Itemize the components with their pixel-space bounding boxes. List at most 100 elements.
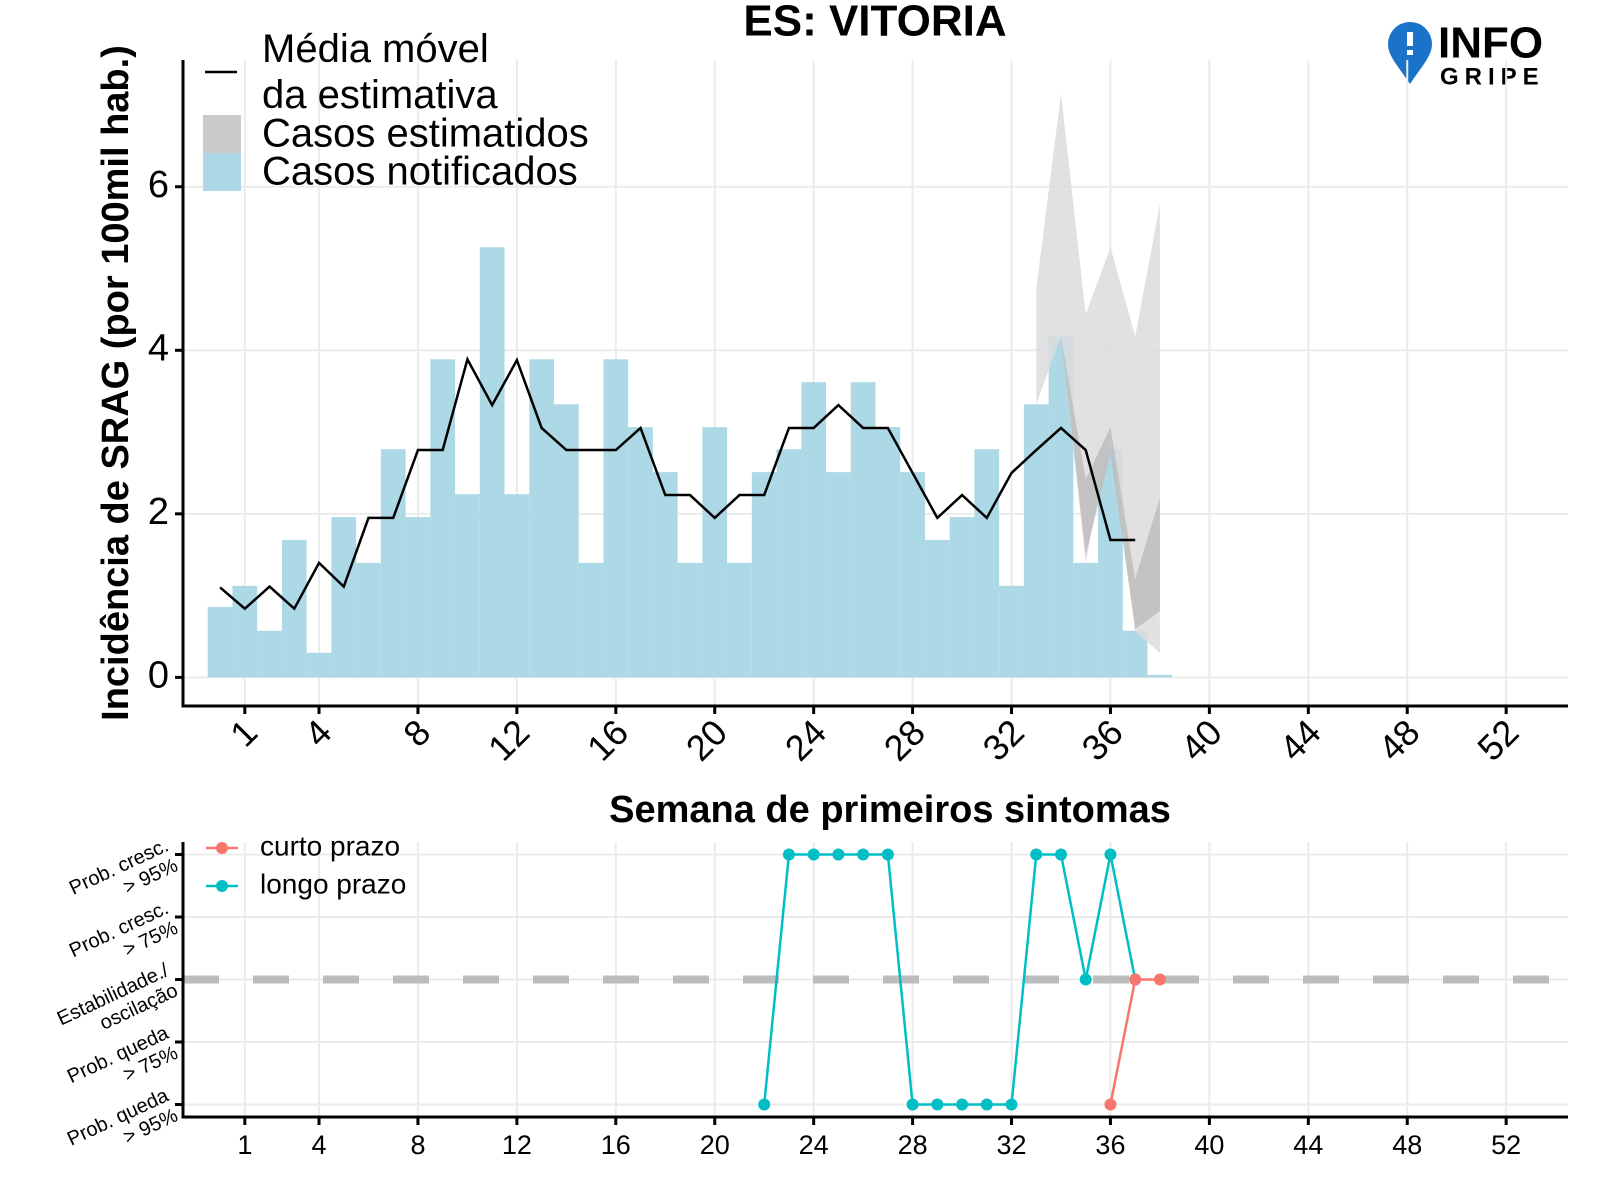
bar bbox=[306, 652, 332, 678]
chart-title: ES: VITORIA bbox=[743, 0, 1006, 46]
x-tick-label: 16 bbox=[579, 711, 636, 768]
bar bbox=[455, 494, 480, 678]
x-tick-label: 8 bbox=[395, 711, 438, 754]
point bbox=[931, 1098, 944, 1111]
x-tick-label: 24 bbox=[777, 711, 834, 768]
bar bbox=[751, 472, 777, 678]
x-tick-label: 24 bbox=[799, 1130, 829, 1160]
x-tick-label: 1 bbox=[237, 1130, 252, 1160]
bar bbox=[826, 472, 851, 678]
x-tick-label: 44 bbox=[1271, 711, 1328, 768]
x-tick-label: 48 bbox=[1392, 1130, 1422, 1160]
bar bbox=[974, 449, 1000, 678]
point bbox=[832, 848, 845, 861]
x-tick-label: 4 bbox=[312, 1130, 327, 1160]
x-tick-label: 28 bbox=[898, 1130, 928, 1160]
x-tick-label: 12 bbox=[502, 1130, 532, 1160]
bar bbox=[900, 472, 925, 678]
x-tick-label: 12 bbox=[480, 711, 537, 768]
bar bbox=[257, 630, 282, 678]
x-tick-label: 20 bbox=[678, 711, 735, 768]
logo-text: GRIPE bbox=[1440, 63, 1545, 90]
logo-text: INFO bbox=[1438, 19, 1543, 68]
line bbox=[219, 355, 1136, 611]
bar bbox=[652, 472, 678, 678]
bar bbox=[405, 517, 431, 678]
x-tick-label: 4 bbox=[296, 711, 339, 754]
bar bbox=[776, 449, 802, 678]
bar bbox=[850, 382, 876, 678]
bar bbox=[677, 562, 703, 678]
bar bbox=[702, 427, 728, 678]
legend-label: longo prazo bbox=[260, 868, 406, 899]
bar bbox=[380, 449, 406, 678]
y-tick-label: 0 bbox=[148, 654, 169, 696]
point bbox=[782, 848, 795, 861]
bar bbox=[1023, 404, 1049, 678]
logo: INFO GRIPE bbox=[1388, 19, 1545, 90]
bar bbox=[924, 540, 950, 678]
bar bbox=[356, 562, 381, 678]
bar bbox=[949, 517, 975, 678]
x-tick-label: 36 bbox=[1074, 711, 1131, 768]
bar bbox=[529, 359, 554, 678]
point bbox=[807, 848, 820, 861]
point bbox=[1129, 973, 1142, 986]
point bbox=[1030, 848, 1043, 861]
y-axis-label: Incidência de SRAG (por 100mil hab.) bbox=[95, 45, 137, 721]
x-tick-label: 36 bbox=[1095, 1130, 1125, 1160]
bar bbox=[603, 359, 629, 678]
point bbox=[1104, 1098, 1117, 1111]
legend-swatch bbox=[216, 880, 228, 892]
band-outer bbox=[1036, 93, 1160, 653]
y-tick-label: 4 bbox=[148, 327, 169, 369]
y-tick-label: 6 bbox=[148, 164, 169, 206]
x-tick-label: 48 bbox=[1370, 711, 1427, 768]
x-tick-label: 44 bbox=[1293, 1130, 1323, 1160]
bar bbox=[479, 247, 505, 678]
legend-swatch bbox=[203, 115, 241, 153]
point bbox=[881, 848, 894, 861]
bar bbox=[553, 404, 579, 678]
point bbox=[980, 1098, 993, 1111]
x-tick-label: 28 bbox=[876, 711, 933, 768]
legend-label: Média móvel da estimativa bbox=[262, 27, 498, 117]
bar bbox=[1147, 674, 1173, 678]
logo-mark bbox=[1407, 32, 1413, 46]
bar bbox=[875, 427, 901, 678]
bar bbox=[504, 494, 530, 678]
x-axis-label: Semana de primeiros sintomas bbox=[609, 789, 1171, 831]
point bbox=[857, 848, 870, 861]
bar bbox=[331, 517, 357, 678]
x-tick-label: 40 bbox=[1194, 1130, 1224, 1160]
legend-label: Casos estimatidos bbox=[262, 112, 589, 156]
x-tick-label: 40 bbox=[1172, 711, 1229, 768]
logo-mark bbox=[1407, 50, 1413, 55]
x-tick-label: 32 bbox=[975, 711, 1032, 768]
x-tick-label: 1 bbox=[222, 711, 265, 754]
legend-label: curto prazo bbox=[260, 830, 400, 861]
point bbox=[956, 1098, 969, 1111]
x-tick-label: 20 bbox=[700, 1130, 730, 1160]
band-inner bbox=[1036, 336, 1160, 630]
point bbox=[1153, 973, 1166, 986]
y-tick-label: 2 bbox=[148, 491, 169, 533]
point bbox=[906, 1098, 919, 1111]
legend-label: Média móvel da estimativa bbox=[262, 27, 498, 117]
bar bbox=[727, 562, 752, 678]
point bbox=[1054, 848, 1067, 861]
bar bbox=[1073, 562, 1099, 678]
legend-swatch bbox=[216, 842, 228, 854]
bar bbox=[207, 607, 233, 678]
x-tick-label: 8 bbox=[410, 1130, 425, 1160]
legend-label: Casos notificados bbox=[262, 150, 578, 194]
legend-swatch bbox=[203, 153, 241, 191]
point bbox=[1104, 848, 1117, 861]
point bbox=[758, 1098, 771, 1111]
bar bbox=[801, 382, 827, 678]
point bbox=[1079, 973, 1092, 986]
bar bbox=[430, 359, 456, 678]
bar bbox=[999, 585, 1024, 678]
x-tick-label: 16 bbox=[601, 1130, 631, 1160]
